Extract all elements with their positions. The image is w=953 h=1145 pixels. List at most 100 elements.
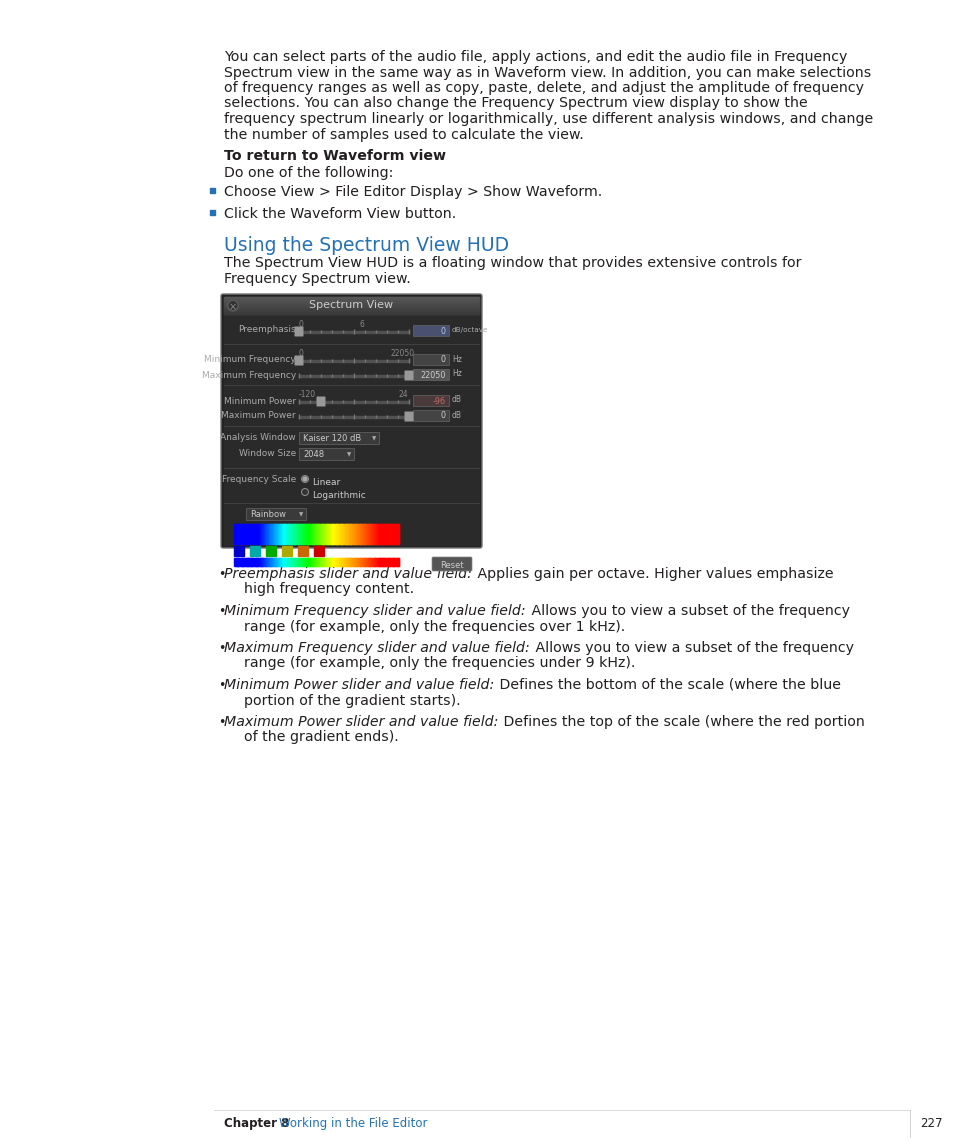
Text: •: • [218,605,225,618]
Bar [233,558,235,566]
Bar [300,524,302,544]
Text: Minimum Power slider and value field:: Minimum Power slider and value field: [224,678,494,692]
Bar [281,524,282,544]
Text: Preemphasis: Preemphasis [238,325,295,334]
Bar [378,524,379,544]
Bar [360,558,361,566]
Bar [303,524,304,544]
FancyBboxPatch shape [221,294,481,548]
Bar [297,558,298,566]
Bar [328,558,329,566]
Bar [289,524,291,544]
Bar [320,558,321,566]
Text: Linear: Linear [312,477,340,487]
Bar [272,524,273,544]
Bar [236,524,237,544]
Bar [377,524,378,544]
Bar [368,524,370,544]
Bar [370,524,371,544]
Bar [372,558,373,566]
Text: Click the Waveform View button.: Click the Waveform View button. [224,206,456,221]
Bar [249,558,250,566]
Bar [280,524,281,544]
Bar [385,558,387,566]
Bar [295,558,297,566]
Bar [253,558,254,566]
Bar [396,558,397,566]
Bar [242,558,243,566]
Text: of the gradient ends).: of the gradient ends). [244,731,398,744]
Bar [328,524,329,544]
Bar [275,558,277,566]
Text: the number of samples used to calculate the view.: the number of samples used to calculate … [224,127,583,142]
Bar [265,524,267,544]
Bar [386,524,388,544]
Bar [235,558,236,566]
Bar [267,524,268,544]
Text: Choose View > File Editor Display > Show Waveform.: Choose View > File Editor Display > Show… [224,185,601,199]
Bar [335,524,336,544]
Bar [391,558,392,566]
Bar [385,558,386,566]
Bar [299,524,301,544]
Bar [251,524,253,544]
Text: Kaiser 120 dB: Kaiser 120 dB [303,434,361,443]
Bar [238,524,240,544]
Bar [311,524,312,544]
Bar [376,558,377,566]
Bar [273,558,274,566]
Bar [307,558,309,566]
Bar [373,524,375,544]
Bar [354,558,355,566]
Bar [381,558,382,566]
Bar [345,524,346,544]
Bar [294,558,295,566]
Bar [375,558,376,566]
Text: Frequency Scale: Frequency Scale [221,475,295,484]
Bar [326,558,328,566]
Bar [329,558,330,566]
Bar [340,524,341,544]
Bar [254,524,255,544]
Bar [324,558,325,566]
Bar [322,558,323,566]
Bar [343,524,345,544]
Text: -96: -96 [433,396,446,405]
Bar [246,558,248,566]
Bar [369,524,370,544]
Bar [371,558,372,566]
Bar [268,558,269,566]
Bar [324,524,325,544]
Bar [287,524,288,544]
Bar [374,558,375,566]
Bar [373,524,374,544]
Bar [233,524,235,544]
Bar [275,524,277,544]
Bar [309,558,310,566]
Bar [266,546,275,556]
Bar [261,558,262,566]
Bar [390,558,391,566]
Bar [309,524,310,544]
Bar [283,524,285,544]
Bar [383,558,384,566]
Bar [363,558,364,566]
Bar [262,558,263,566]
Bar [237,524,238,544]
Bar [276,558,278,566]
Bar [300,558,302,566]
Bar [340,558,341,566]
Bar [286,558,287,566]
Bar [360,524,362,544]
Bar [251,558,252,566]
Bar [256,558,258,566]
Bar [324,558,326,566]
Bar [306,558,307,566]
Bar [391,524,393,544]
Bar [251,524,252,544]
Bar [317,524,318,544]
Bar [320,524,321,544]
Bar [312,558,313,566]
Bar [275,558,276,566]
Bar [210,210,214,214]
